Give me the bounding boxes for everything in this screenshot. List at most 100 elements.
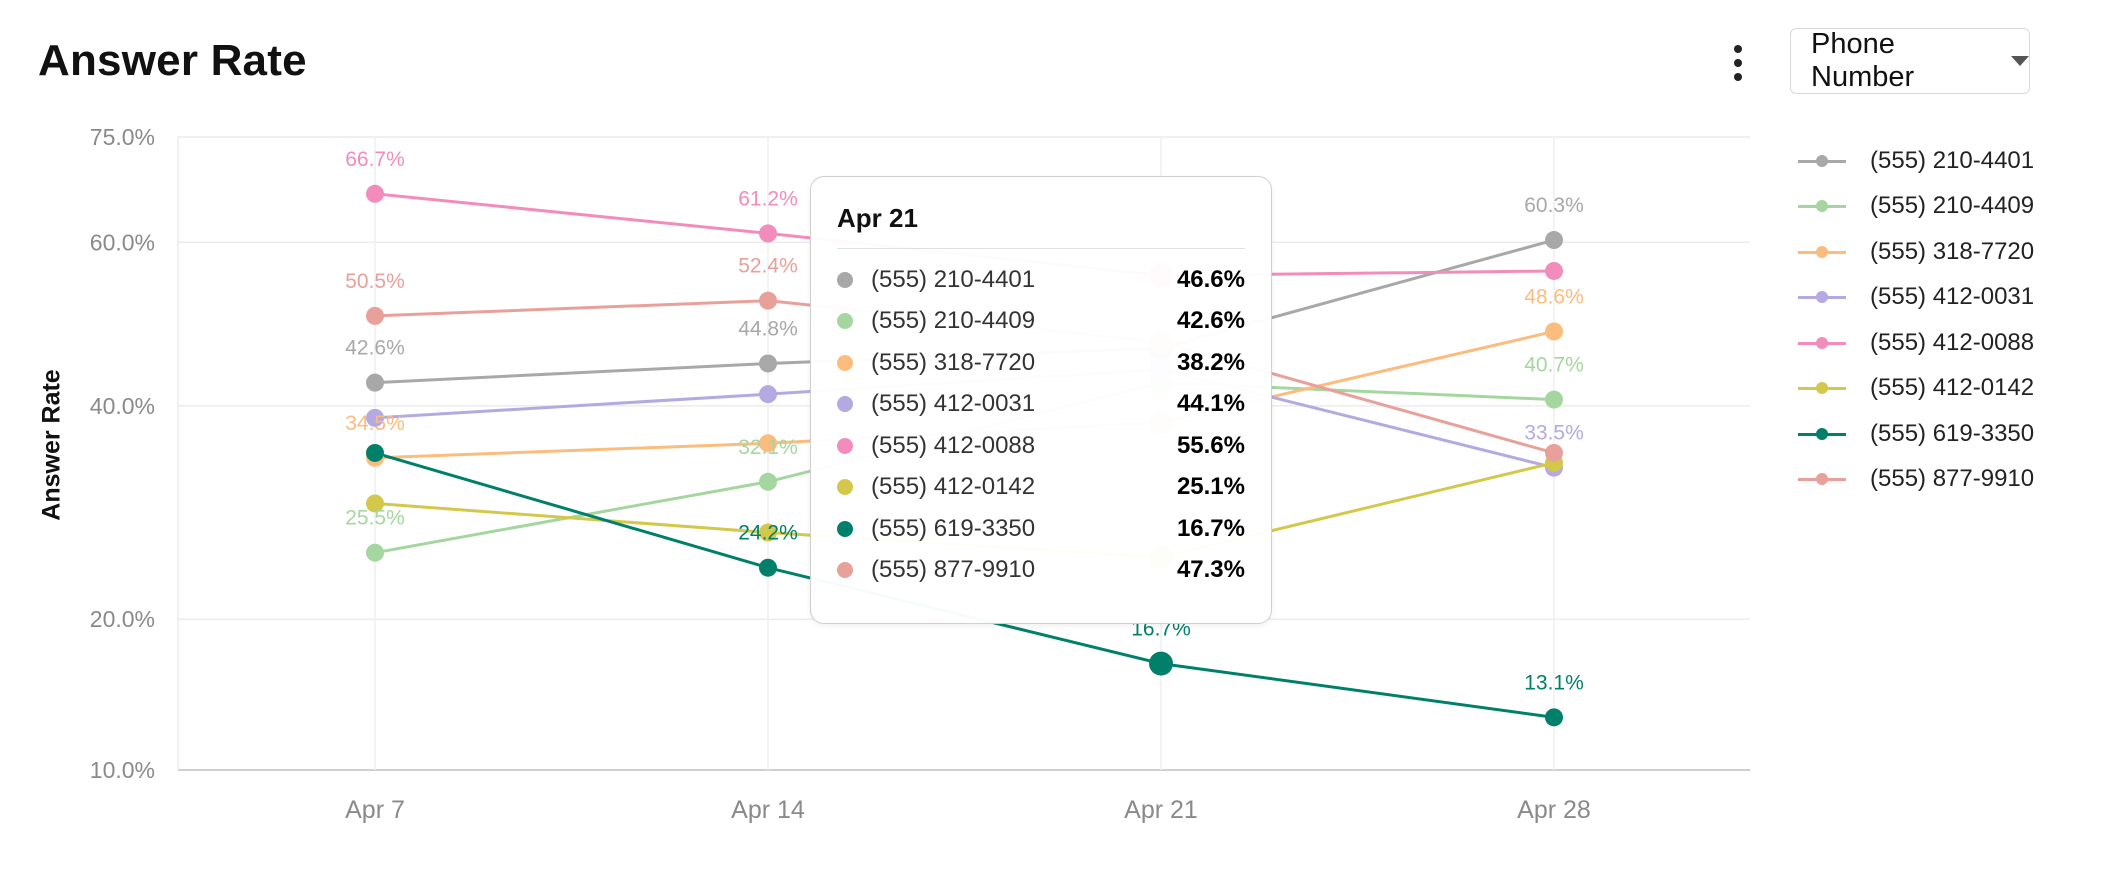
chart-tooltip: Apr 21 (555) 210-4401 46.6% (555) 210-4409… — [810, 176, 1272, 624]
data-label: 13.1% — [1524, 671, 1584, 694]
data-label: 24.2% — [738, 522, 798, 545]
tooltip-row-name: (555) 412-0031 — [871, 390, 1036, 418]
data-point — [366, 494, 384, 513]
data-point — [1545, 322, 1563, 341]
tooltip-row-name: (555) 412-0088 — [871, 431, 1036, 459]
data-label: 44.8% — [738, 317, 798, 340]
legend-swatch — [1798, 469, 1846, 489]
legend-swatch-dot — [1816, 427, 1828, 440]
data-point — [1545, 261, 1563, 280]
tooltip-row: (555) 877-9910 47.3% — [837, 550, 1245, 592]
more-vertical-icon-dot — [1734, 73, 1742, 81]
data-point — [759, 291, 777, 310]
data-point — [366, 184, 384, 203]
data-label: 48.6% — [1524, 285, 1584, 308]
tooltip-row: (555) 619-3350 16.7% — [837, 508, 1245, 550]
data-label: 61.2% — [738, 187, 798, 210]
data-point — [366, 408, 384, 427]
data-point — [1545, 443, 1563, 462]
data-point — [759, 354, 777, 373]
tooltip-row: (555) 318-7720 38.2% — [837, 342, 1245, 384]
data-point — [759, 385, 777, 404]
tooltip-title: Apr 21 — [837, 203, 1245, 249]
data-point — [1149, 651, 1173, 676]
legend-item[interactable]: (555) 619-3350 — [1798, 411, 2034, 457]
data-label: 34.5% — [345, 412, 405, 435]
data-label: 33.5% — [1524, 422, 1584, 445]
legend-item[interactable]: (555) 877-9910 — [1798, 457, 2034, 503]
tooltip-row-value: 55.6% — [1176, 431, 1245, 459]
legend-swatch — [1798, 242, 1846, 262]
y-tick-label: 75.0% — [90, 124, 155, 150]
legend-item[interactable]: (555) 210-4409 — [1798, 184, 2034, 230]
x-tick-label: Apr 21 — [1124, 796, 1198, 824]
legend-label: (555) 877-9910 — [1870, 465, 2035, 493]
legend-swatch — [1798, 151, 1846, 171]
tooltip-row-name: (555) 619-3350 — [871, 514, 1036, 542]
legend-item[interactable]: (555) 412-0088 — [1798, 320, 2034, 366]
tooltip-row-value: 44.1% — [1176, 390, 1245, 418]
tooltip-row-name: (555) 210-4409 — [871, 307, 1036, 335]
data-point — [366, 543, 384, 562]
tooltip-row: (555) 210-4401 46.6% — [837, 259, 1245, 301]
data-point — [759, 224, 777, 243]
tooltip-row-name: (555) 210-4401 — [871, 265, 1036, 293]
tooltip-rows: (555) 210-4401 46.6% (555) 210-4409 42.6% (5… — [837, 259, 1245, 591]
tooltip-row-name: (555) 412-0142 — [871, 473, 1036, 501]
legend-item[interactable]: (555) 210-4401 — [1798, 138, 2034, 184]
legend-swatch-dot — [1816, 200, 1828, 213]
tooltip-row-name: (555) 877-9910 — [871, 556, 1036, 584]
legend-swatch — [1798, 196, 1846, 216]
tooltip-row-value: 38.2% — [1176, 348, 1245, 376]
data-label: 40.7% — [1524, 354, 1584, 377]
legend-swatch-dot — [1816, 154, 1828, 167]
caret-down-icon — [2011, 56, 2029, 66]
legend-item[interactable]: (555) 318-7720 — [1798, 229, 2034, 275]
data-point — [1545, 231, 1563, 250]
chart-legend: (555) 210-4401 (555) 210-4409 (555) 318-77… — [1798, 138, 2034, 502]
tooltip-dot — [837, 562, 853, 579]
x-tick-label: Apr 14 — [731, 796, 805, 824]
tooltip-dot — [837, 396, 853, 413]
legend-swatch-dot — [1816, 382, 1828, 395]
legend-item[interactable]: (555) 412-0031 — [1798, 275, 2034, 321]
tooltip-row-value: 47.3% — [1176, 556, 1245, 584]
legend-swatch — [1798, 424, 1846, 444]
data-point — [366, 306, 384, 325]
more-vertical-icon-dot — [1734, 59, 1742, 67]
tooltip-row: (555) 210-4409 42.6% — [837, 301, 1245, 343]
tooltip-dot — [837, 354, 853, 371]
data-point — [366, 373, 384, 392]
group-by-dropdown[interactable]: Phone Number — [1790, 28, 2030, 94]
tooltip-dot — [837, 313, 853, 330]
tooltip-dot — [837, 479, 853, 496]
dropdown-label: Phone Number — [1811, 28, 1915, 93]
tooltip-dot — [837, 520, 853, 537]
data-label: 42.6% — [345, 337, 405, 360]
data-point — [366, 443, 384, 462]
tooltip-row-name: (555) 318-7720 — [871, 348, 1036, 376]
legend-label: (555) 619-3350 — [1870, 419, 2035, 447]
legend-label: (555) 412-0031 — [1870, 283, 2035, 311]
y-tick-label: 40.0% — [90, 393, 155, 419]
legend-label: (555) 318-7720 — [1870, 237, 2035, 265]
data-label: 52.4% — [738, 255, 798, 278]
legend-swatch — [1798, 287, 1846, 307]
data-point — [1545, 708, 1563, 727]
legend-item[interactable]: (555) 412-0142 — [1798, 366, 2034, 412]
tooltip-row: (555) 412-0142 25.1% — [837, 467, 1245, 509]
more-options-button[interactable] — [1720, 40, 1756, 86]
tooltip-row-value: 42.6% — [1176, 307, 1245, 335]
data-label: 25.5% — [345, 507, 405, 530]
data-label: 50.5% — [345, 270, 405, 293]
tooltip-row-value: 25.1% — [1176, 473, 1245, 501]
legend-swatch-dot — [1816, 473, 1828, 486]
tooltip-row-value: 16.7% — [1176, 514, 1245, 542]
x-tick-label: Apr 28 — [1517, 796, 1591, 824]
tooltip-row: (555) 412-0031 44.1% — [837, 384, 1245, 426]
tooltip-row-value: 46.6% — [1176, 265, 1245, 293]
tooltip-dot — [837, 437, 853, 454]
data-point — [759, 558, 777, 577]
legend-swatch-dot — [1816, 291, 1828, 304]
data-point — [1545, 390, 1563, 409]
